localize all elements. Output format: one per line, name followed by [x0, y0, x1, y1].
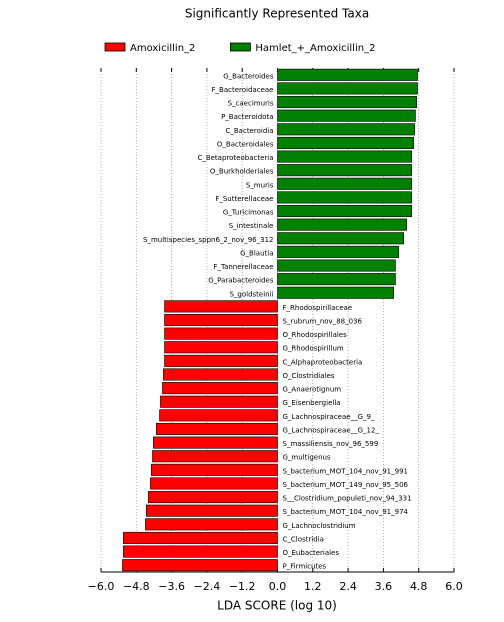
- legend-label: Hamlet_+_Amoxicillin_2: [255, 43, 375, 54]
- bar: [153, 436, 278, 449]
- bar: [277, 68, 418, 81]
- bar: [277, 177, 412, 190]
- category-label: O_Bacteroidales: [217, 140, 274, 148]
- bar: [163, 368, 278, 381]
- category-label: G_Bacteroides: [223, 72, 274, 80]
- bar: [146, 504, 278, 517]
- x-tick-label: −3.6: [158, 580, 185, 593]
- legend-swatch: [104, 42, 126, 52]
- category-label: F_Sutterellaceae: [215, 195, 273, 203]
- bar: [159, 409, 278, 422]
- category-label: G_Anaerotignum: [283, 386, 342, 394]
- x-axis-label: LDA SCORE (log 10): [217, 599, 337, 613]
- bar: [277, 218, 407, 231]
- legend-label: Amoxicillin_2: [130, 43, 195, 54]
- bar: [164, 313, 278, 327]
- x-tick-label: 2.4: [339, 580, 357, 593]
- category-label: C_Bacteroidia: [225, 127, 273, 135]
- bar: [162, 382, 278, 395]
- category-label: P_Firmicutes: [283, 563, 327, 571]
- legend-swatch: [230, 42, 251, 52]
- x-tick-label: −2.4: [194, 580, 221, 593]
- category-label: G_Lachnospiraceae__G_12_: [283, 426, 380, 434]
- bar: [277, 259, 396, 272]
- category-label: G_Parabacteroides: [208, 277, 274, 285]
- bar: [151, 463, 278, 476]
- x-tick-label: −1.2: [229, 580, 256, 593]
- category-label: S_bacterium_MOT_104_nov_91_974: [283, 508, 409, 516]
- bar: [277, 136, 414, 149]
- bar: [123, 545, 278, 558]
- x-tick-label: −4.8: [123, 580, 150, 593]
- bar: [277, 245, 399, 258]
- category-label: O_Clostridiales: [283, 372, 335, 380]
- bar: [277, 109, 416, 122]
- category-label: P_Bacteroidota: [221, 113, 273, 121]
- bar: [145, 518, 278, 531]
- category-label: C_Alphaproteobacteria: [283, 358, 363, 366]
- category-label: C_Betaproteobacteria: [197, 154, 273, 162]
- x-tick-label: 1.2: [304, 580, 322, 593]
- bar: [277, 164, 412, 177]
- bar: [148, 491, 278, 504]
- bar: [277, 191, 412, 204]
- bar: [156, 422, 278, 435]
- category-label: S_goldsteinii: [229, 290, 273, 298]
- x-tick-label: −6.0: [88, 580, 115, 593]
- bar: [164, 327, 278, 340]
- chart-title: Significantly Represented Taxa: [185, 7, 369, 21]
- category-label: S_rubrum_nov_88_036: [283, 318, 363, 326]
- category-label: S__Clostridium_populeti_nov_94_331: [283, 495, 412, 503]
- bar: [122, 559, 278, 572]
- bar: [160, 395, 278, 408]
- category-label: C_Clostridia: [283, 535, 324, 543]
- category-label: S_multispecies_sppn6_2_nov_96_312: [143, 236, 273, 244]
- bar: [164, 341, 278, 354]
- bar: [277, 82, 418, 95]
- category-label: G_Turicimonas: [223, 209, 274, 217]
- bar: [277, 286, 394, 299]
- category-label: F_Rhodospirillaceae: [283, 304, 353, 312]
- x-tick-label: 4.8: [410, 580, 428, 593]
- bar: [123, 531, 278, 544]
- category-label: G_Eisenbergiella: [283, 399, 341, 407]
- category-label: S_caecimuris: [228, 100, 274, 108]
- bar: [277, 96, 417, 109]
- category-label: G_Lachnospiraceae__G_9_: [283, 413, 375, 421]
- bar: [277, 150, 412, 163]
- bar: [152, 450, 278, 463]
- x-tick-label: 6.0: [445, 580, 463, 593]
- category-label: S_massiliensis_nov_96_599: [283, 440, 379, 448]
- category-label: G_Rhodospirillum: [283, 345, 344, 353]
- x-tick-label: 0.0: [269, 580, 287, 593]
- x-tick-label: 3.6: [375, 580, 393, 593]
- bar: [277, 232, 404, 245]
- bar: [277, 273, 396, 286]
- category-label: O_Eubacteriales: [283, 549, 340, 557]
- category-label: S_bacterium_MOT_149_nov_95_506: [283, 481, 409, 489]
- category-label: O_Burkholderiales: [210, 168, 274, 176]
- category-label: G_Lachnoclostridium: [283, 522, 356, 530]
- category-label: G_Blautia: [240, 249, 273, 257]
- bar: [164, 354, 278, 367]
- category-label: S_intestinale: [229, 222, 274, 230]
- bar: [164, 300, 278, 313]
- category-label: S_muris: [246, 181, 274, 189]
- bar: [150, 477, 278, 490]
- category-label: S_bacterium_MOT_104_nov_91_991: [283, 467, 408, 475]
- category-label: O_Rhodospirillales: [283, 331, 348, 339]
- category-label: G_multigenus: [283, 454, 331, 462]
- category-label: F_Tannerellaceae: [213, 263, 273, 271]
- category-label: F_Bacteroidaceae: [212, 86, 274, 94]
- bar: [277, 205, 412, 218]
- bar: [277, 123, 415, 136]
